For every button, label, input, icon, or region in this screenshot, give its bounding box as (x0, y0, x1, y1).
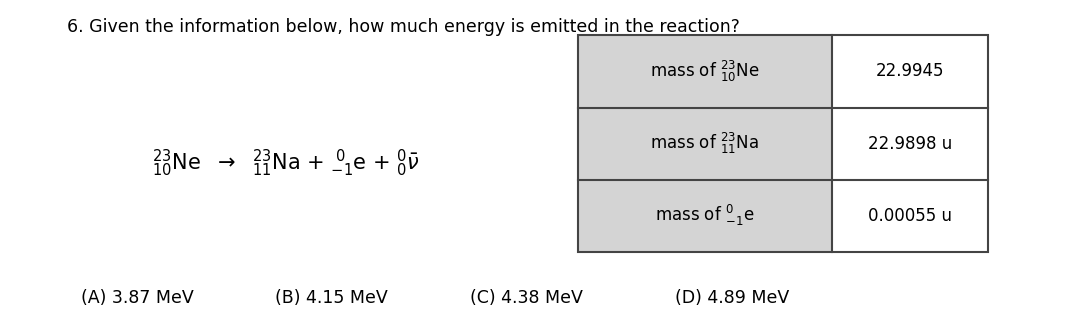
Text: (A) 3.87 MeV: (A) 3.87 MeV (81, 289, 193, 307)
Bar (832, 108, 988, 180)
Text: 0.00055 u: 0.00055 u (868, 207, 951, 225)
Bar (832, 35, 988, 108)
Text: (D) 4.89 MeV: (D) 4.89 MeV (675, 289, 789, 307)
Text: $\mathregular{^{23}_{10}}$Ne  $\rightarrow$  $\mathregular{^{23}_{11}}$Na + $\ma: $\mathregular{^{23}_{10}}$Ne $\rightarro… (152, 148, 420, 178)
Bar (578, 35, 988, 252)
Bar (832, 180, 988, 252)
Bar (578, 35, 832, 108)
Text: mass of $^{23}_{10}$Ne: mass of $^{23}_{10}$Ne (650, 59, 759, 84)
Bar (578, 180, 832, 252)
Text: mass of $^{0}_{-1}$e: mass of $^{0}_{-1}$e (654, 203, 755, 228)
Text: mass of $^{23}_{11}$Na: mass of $^{23}_{11}$Na (650, 131, 759, 156)
Text: (C) 4.38 MeV: (C) 4.38 MeV (470, 289, 583, 307)
Text: (B) 4.15 MeV: (B) 4.15 MeV (275, 289, 388, 307)
Bar (578, 108, 832, 180)
Text: 22.9898 u: 22.9898 u (867, 135, 953, 153)
Text: 22.9945: 22.9945 (876, 62, 944, 80)
Text: 6. Given the information below, how much energy is emitted in the reaction?: 6. Given the information below, how much… (67, 18, 740, 37)
